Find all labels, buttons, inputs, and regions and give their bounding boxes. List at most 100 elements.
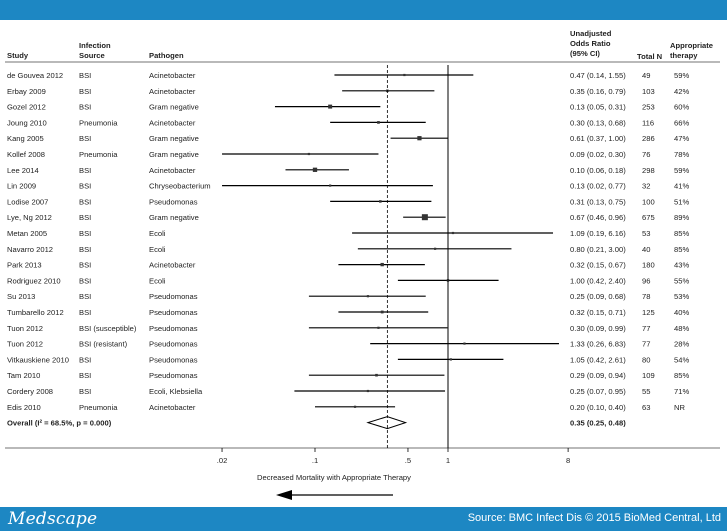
header-pathogen: Pathogen <box>149 51 184 60</box>
row-study: de Gouvea 2012 <box>7 71 63 80</box>
row-odds-ratio: 0.80 (0.21, 3.00) <box>570 245 626 254</box>
row-pathogen: Pseudomonas <box>149 324 198 333</box>
row-pathogen: Gram negative <box>149 150 199 159</box>
row-pathogen: Pseudomonas <box>149 292 198 301</box>
header-or-line3: (95% CI) <box>570 49 600 58</box>
row-source: BSI <box>79 166 91 175</box>
row-study: Metan 2005 <box>7 229 47 238</box>
row-appropriate-therapy: 42% <box>674 87 689 96</box>
row-source: BSI <box>79 87 91 96</box>
row-pathogen: Pseudomonas <box>149 371 198 380</box>
point-estimate <box>463 342 466 345</box>
x-tick-label: .1 <box>312 456 318 465</box>
row-source: Pneumonia <box>79 118 118 127</box>
row-appropriate-therapy: 43% <box>674 261 689 270</box>
row-odds-ratio: 0.09 (0.02, 0.30) <box>570 150 626 159</box>
row-odds-ratio: 1.00 (0.42, 2.40) <box>570 276 626 285</box>
row-total-n: 77 <box>642 324 650 333</box>
row-study: Lye, Ng 2012 <box>7 213 52 222</box>
row-source: BSI <box>79 387 91 396</box>
row-study: Tuon 2012 <box>7 340 43 349</box>
row-appropriate-therapy: 85% <box>674 245 689 254</box>
forest-plot: Study Infection Source Pathogen Unadjust… <box>5 29 720 500</box>
row-source: BSI <box>79 197 91 206</box>
row-pathogen: Pseudomonas <box>149 308 198 317</box>
row-source: BSI <box>79 182 91 191</box>
row-appropriate-therapy: 78% <box>674 150 689 159</box>
row-pathogen: Gram negative <box>149 134 199 143</box>
point-estimate <box>379 200 382 203</box>
row-appropriate-therapy: 59% <box>674 166 689 175</box>
point-estimate <box>421 214 428 221</box>
point-estimate <box>329 184 332 187</box>
row-study: Lodise 2007 <box>7 197 48 206</box>
x-axis: .02 .1 .5 1 8 <box>217 448 570 465</box>
x-tick-label: .5 <box>405 456 411 465</box>
point-estimate <box>328 104 333 109</box>
row-pathogen: Gram negative <box>149 213 199 222</box>
row-source: BSI <box>79 371 91 380</box>
row-pathogen: Gram negative <box>149 103 199 112</box>
row-odds-ratio: 0.13 (0.05, 0.31) <box>570 103 626 112</box>
x-axis-label: Decreased Mortality with Appropriate The… <box>257 473 411 482</box>
row-odds-ratio: 0.35 (0.16, 0.79) <box>570 87 626 96</box>
row-total-n: 63 <box>642 403 650 412</box>
row-study: Rodriguez 2010 <box>7 276 61 285</box>
overall-odds-ratio: 0.35 (0.25, 0.48) <box>570 419 626 428</box>
overall-label: Overall (I² = 68.5%, p = 0.000) <box>7 419 112 428</box>
row-appropriate-therapy: 47% <box>674 134 689 143</box>
row-study: Erbay 2009 <box>7 87 46 96</box>
row-study: Kang 2005 <box>7 134 44 143</box>
row-total-n: 100 <box>642 197 655 206</box>
row-appropriate-therapy: 53% <box>674 292 689 301</box>
row-appropriate-therapy: 60% <box>674 103 689 112</box>
point-estimate <box>366 295 370 298</box>
point-estimate <box>380 262 384 267</box>
row-study: Tam 2010 <box>7 371 40 380</box>
top-banner <box>0 0 727 20</box>
row-source: BSI <box>79 134 91 143</box>
row-appropriate-therapy: 85% <box>674 229 689 238</box>
header-study: Study <box>7 51 29 60</box>
row-study: Park 2013 <box>7 261 42 270</box>
row-source: BSI <box>79 308 91 317</box>
row-total-n: 32 <box>642 182 650 191</box>
row-odds-ratio: 0.61 (0.37, 1.00) <box>570 134 626 143</box>
bottom-banner: Medscape Source: BMC Infect Dis © 2015 B… <box>0 507 727 531</box>
point-estimate <box>312 167 318 172</box>
row-study: Joung 2010 <box>7 118 47 127</box>
header-total-n: Total N <box>637 52 662 61</box>
x-tick-label: 8 <box>566 456 570 465</box>
row-pathogen: Acinetobacter <box>149 87 196 96</box>
point-estimate <box>403 73 406 77</box>
row-appropriate-therapy: NR <box>674 403 685 412</box>
row-odds-ratio: 0.67 (0.46, 0.96) <box>570 213 626 222</box>
row-study: Cordery 2008 <box>7 387 53 396</box>
row-odds-ratio: 0.20 (0.10, 0.40) <box>570 403 626 412</box>
row-total-n: 53 <box>642 229 650 238</box>
row-odds-ratio: 0.32 (0.15, 0.67) <box>570 261 626 270</box>
row-odds-ratio: 0.10 (0.06, 0.18) <box>570 166 626 175</box>
header-appropriate-line1: Appropriate <box>670 41 713 50</box>
row-study: Navarro 2012 <box>7 245 53 254</box>
row-total-n: 109 <box>642 371 655 380</box>
header-appropriate-line2: therapy <box>670 51 698 60</box>
row-appropriate-therapy: 89% <box>674 213 689 222</box>
row-pathogen: Acinetobacter <box>149 403 196 412</box>
row-odds-ratio: 0.13 (0.02, 0.77) <box>570 182 626 191</box>
row-total-n: 125 <box>642 308 655 317</box>
row-pathogen: Ecoli <box>149 245 166 254</box>
row-appropriate-therapy: 59% <box>674 71 689 80</box>
row-study: Tumbarello 2012 <box>7 308 64 317</box>
row-source: BSI <box>79 245 91 254</box>
source-credit: Source: BMC Infect Dis © 2015 BioMed Cen… <box>467 512 721 524</box>
point-estimate <box>353 405 357 408</box>
row-pathogen: Chryseobacterium <box>149 182 211 191</box>
row-study: Edis 2010 <box>7 403 41 412</box>
point-estimate <box>377 326 380 329</box>
row-odds-ratio: 0.32 (0.15, 0.71) <box>570 308 626 317</box>
point-estimate <box>449 358 452 361</box>
row-appropriate-therapy: 40% <box>674 308 689 317</box>
point-estimate <box>366 389 370 393</box>
header-or-line2: Odds Ratio <box>570 39 611 48</box>
